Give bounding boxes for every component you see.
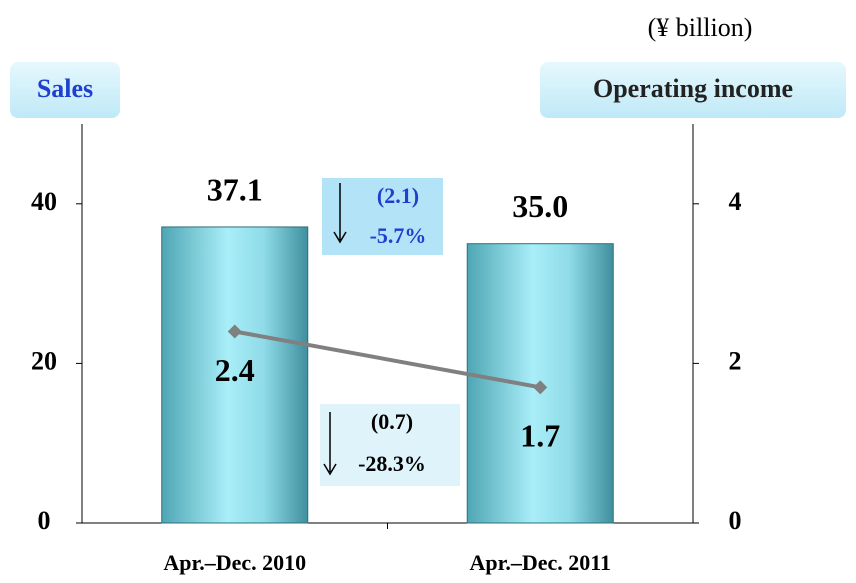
- y2-axis-label: Operating income: [593, 74, 793, 103]
- unit: (¥ billion): [648, 13, 753, 42]
- value-label: 1.7: [520, 418, 560, 454]
- value-label: 2.4: [215, 352, 255, 388]
- y-tick-label: 40: [31, 187, 57, 216]
- annotation-box: [322, 178, 443, 255]
- marker: [533, 380, 548, 395]
- y2-tick-label: 2: [729, 346, 742, 375]
- x-tick-label: Apr.–Dec. 2010: [163, 550, 306, 575]
- marker: [227, 324, 242, 339]
- line: [234, 329, 541, 390]
- x-tick-label: Apr.–Dec. 2011: [469, 550, 611, 575]
- annotation: (0.7): [371, 409, 413, 434]
- value-label: 35.0: [512, 188, 568, 224]
- arrow: [333, 183, 347, 244]
- y-axis-label: Sales: [37, 74, 93, 103]
- y-tick-label: 0: [38, 506, 51, 535]
- annotation-box: [320, 404, 460, 486]
- annotation: -28.3%: [358, 451, 426, 476]
- y2-tick-label: 4: [729, 187, 742, 216]
- y2-tick-label: 0: [729, 506, 742, 535]
- annotation: (2.1): [377, 183, 419, 208]
- label-box: [540, 62, 846, 118]
- label-box: [10, 62, 120, 118]
- annotation: -5.7%: [370, 223, 427, 248]
- arrow: [323, 412, 337, 476]
- y-tick-label: 20: [31, 346, 57, 375]
- value-label: 37.1: [207, 171, 263, 207]
- bar: [161, 226, 309, 524]
